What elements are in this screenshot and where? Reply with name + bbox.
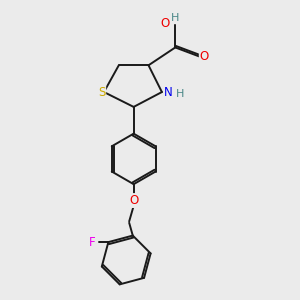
Text: O: O xyxy=(160,17,169,30)
Text: H: H xyxy=(176,89,184,99)
Text: N: N xyxy=(164,85,173,98)
Text: S: S xyxy=(98,85,105,98)
Text: O: O xyxy=(129,194,138,207)
Text: F: F xyxy=(89,236,95,249)
Text: O: O xyxy=(200,50,209,63)
Text: H: H xyxy=(171,13,179,23)
